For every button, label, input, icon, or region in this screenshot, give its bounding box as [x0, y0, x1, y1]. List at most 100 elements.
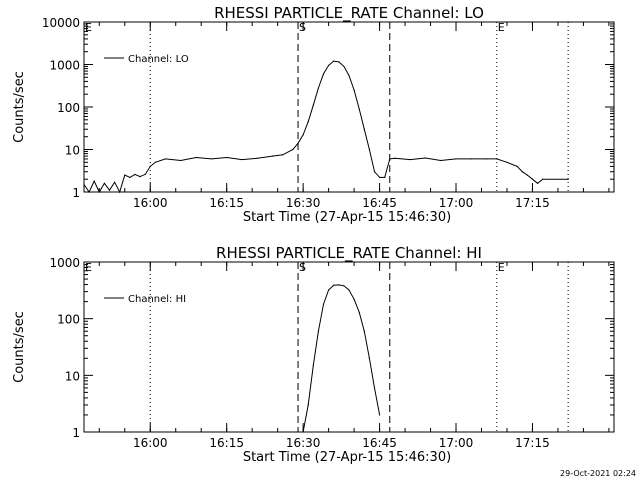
data-point	[542, 178, 544, 180]
data-point	[363, 128, 365, 130]
plot-frame	[83, 261, 615, 433]
chart-title: RHESSI PARTICLE_RATE Channel: HI	[216, 244, 482, 263]
data-point	[333, 60, 335, 62]
y-tick-label: 1000	[49, 256, 80, 270]
data-point	[88, 191, 90, 193]
data-point	[119, 191, 121, 193]
data-point	[139, 176, 141, 178]
x-tick-label: 16:15	[209, 196, 244, 210]
data-point	[506, 161, 508, 163]
data-point	[338, 284, 340, 286]
event-marker-label: E	[498, 21, 505, 34]
data-point	[282, 154, 284, 156]
data-point	[470, 158, 472, 160]
data-point	[307, 404, 309, 406]
data-point	[180, 159, 182, 162]
y-axis-label: Counts/sec	[12, 71, 27, 143]
data-point	[348, 289, 350, 291]
data-point	[328, 289, 330, 291]
plot-frame	[83, 21, 615, 193]
data-point	[531, 178, 534, 180]
data-point	[256, 157, 258, 159]
data-point	[373, 387, 376, 389]
y-tick-label: 1	[72, 426, 80, 440]
data-point	[317, 330, 320, 332]
data-point	[338, 61, 340, 63]
x-tick-label: 16:15	[209, 436, 244, 450]
data-point	[322, 73, 325, 75]
data-point	[103, 182, 105, 184]
data-point	[389, 158, 391, 160]
event-marker-label: S	[299, 21, 306, 34]
x-tick-label: 17:00	[439, 436, 474, 450]
x-tick-label: 17:00	[439, 196, 474, 210]
data-point	[353, 89, 355, 91]
data-point	[154, 161, 156, 163]
legend-label: Channel: HI	[128, 294, 186, 305]
data-point	[394, 157, 396, 159]
x-tick-label: 16:00	[133, 196, 168, 210]
data-point	[496, 158, 498, 160]
data-point	[93, 180, 95, 182]
data-point	[83, 183, 85, 186]
data-point	[195, 156, 197, 159]
y-tick-label: 10000	[42, 16, 80, 30]
x-tick-label: 16:00	[133, 436, 168, 450]
data-point	[113, 181, 116, 183]
data-point	[358, 108, 360, 110]
data-point	[384, 176, 386, 179]
data-point	[536, 182, 539, 184]
data-point	[297, 142, 299, 144]
chart-title: RHESSI PARTICLE_RATE Channel: LO	[214, 4, 484, 23]
data-point	[328, 64, 330, 67]
data-point	[210, 158, 213, 160]
data-point	[526, 174, 528, 176]
data-point	[343, 65, 345, 68]
data-point	[368, 357, 370, 359]
legend-label: Channel: LO	[128, 54, 189, 65]
data-point	[226, 156, 228, 159]
data-point	[322, 303, 325, 305]
data-point	[455, 158, 457, 160]
x-tick-label: 17:15	[515, 196, 550, 210]
data-point	[124, 174, 126, 176]
data-point	[368, 148, 370, 151]
data-point	[440, 159, 442, 162]
x-tick-label: 16:45	[362, 196, 397, 210]
y-tick-label: 10	[65, 369, 80, 383]
data-point	[343, 285, 345, 287]
data-point	[302, 134, 304, 136]
y-tick-label: 1000	[49, 59, 80, 73]
data-point	[567, 178, 569, 180]
data-point	[363, 330, 365, 332]
data-point	[292, 148, 294, 151]
data-series-line	[83, 60, 569, 194]
data-point	[271, 155, 274, 157]
x-axis-label: Start Time (27-Apr-15 15:46:30)	[243, 450, 451, 465]
x-tick-label: 16:30	[286, 196, 321, 210]
y-tick-label: 100	[57, 101, 80, 115]
data-series-line	[302, 284, 381, 433]
event-marker-label: S	[299, 261, 306, 274]
event-marker-label: E	[85, 21, 92, 34]
event-marker-label: E	[498, 261, 505, 274]
data-point	[424, 157, 427, 159]
data-point	[144, 173, 146, 175]
data-point	[241, 158, 243, 161]
event-marker-label: E	[85, 261, 92, 274]
data-point	[317, 87, 320, 89]
data-point	[333, 284, 335, 286]
timestamp-label: 29-Oct-2021 02:24	[560, 469, 636, 478]
x-tick-label: 17:15	[515, 436, 550, 450]
y-axis-label: Counts/sec	[12, 311, 27, 383]
chart-panels: RHESSI PARTICLE_RATE Channel: LO 16:00 16:…	[12, 4, 615, 465]
data-point	[485, 158, 488, 160]
data-point	[312, 104, 314, 106]
data-point	[312, 364, 314, 366]
data-point	[134, 173, 136, 175]
data-point	[373, 171, 376, 173]
data-point	[358, 311, 360, 313]
y-tick-label: 1	[72, 186, 80, 200]
chart-panel-1: RHESSI PARTICLE_RATE Channel: LO 16:00 16:…	[12, 4, 615, 225]
